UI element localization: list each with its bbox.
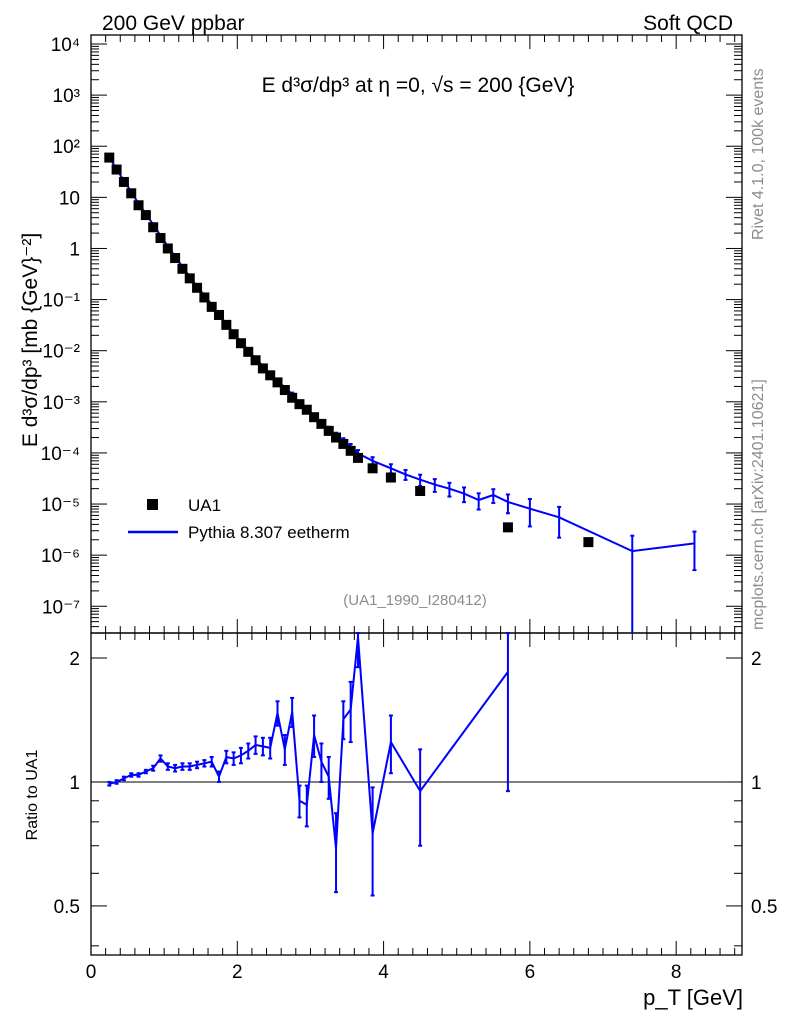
ratio-tick-label: 1 [69,773,80,794]
legend-ua1-marker [147,499,158,510]
ua1-data-point [177,263,188,274]
x-axis-label: p_T [GeV] [643,985,743,1010]
ua1-data-point [583,537,594,548]
ua1-data-point [104,152,115,163]
ratio-tick-label: 2 [69,649,80,670]
ratio-tick-label-right: 2 [751,649,762,670]
ratio-plot-frame [90,632,743,956]
ua1-data-point [301,404,312,415]
pythia-mc-line [108,157,695,553]
y-tick-label: 10⁻⁷ [42,597,80,618]
y-axis-label: E d³σ/dp³ [mb {GeV}⁻²] [19,233,42,447]
y-tick-label: 10⁻⁵ [41,495,80,516]
ua1-data-point [155,233,166,244]
ua1-data-point [206,301,217,312]
ratio-tick-label-right: 0.5 [751,897,777,918]
ua1-data-point [309,412,320,423]
y-tick-label: 10⁴ [51,35,80,56]
ua1-data-point [228,329,239,340]
main-plot-frame [90,34,743,634]
y-tick-label: 10⁻³ [43,393,81,414]
mcplots-source-label: mcplots.cern.ch [arXiv:2401.10621] [750,379,767,630]
ua1-data-point [235,338,246,349]
ua1-data-point [214,309,225,320]
x-tick-label: 4 [378,962,389,983]
ua1-data-point [294,399,305,410]
ua1-data-point [385,472,396,483]
y-tick-label: 10⁻⁴ [41,444,80,465]
rivet-version-label: Rivet 4.1.0, 100k events [750,68,767,240]
ua1-data-point [133,200,144,211]
header-left-label: 200 GeV ppbar [102,12,244,35]
ua1-data-point [162,243,173,254]
ua1-data-point [184,273,195,284]
ua1-data-point [338,438,349,449]
legend-pythia-label: Pythia 8.307 eetherm [188,523,350,542]
ua1-data-point [118,176,129,187]
x-tick-label: 0 [86,962,97,983]
ua1-data-point [287,392,298,403]
x-tick-label: 8 [671,962,682,983]
ua1-data-point [323,425,334,436]
ua1-data-point [279,385,290,396]
legend: UA1 Pythia 8.307 eetherm [128,496,350,542]
ua1-data-point [111,164,122,175]
ua1-data-point [367,463,378,474]
y-tick-label: 10 [59,188,80,209]
ua1-data-point [199,292,210,303]
ua1-data-point [345,445,356,456]
ua1-data-point [250,355,261,366]
ua1-data-point [415,485,426,496]
ua1-data-point [221,319,232,330]
ua1-data-point [140,210,151,221]
ua1-data-point [352,452,363,463]
y-tick-label: 1 [69,239,80,260]
y-tick-label: 10³ [53,86,80,107]
ua1-data-point [502,522,513,533]
ua1-data-point [243,346,254,357]
ua1-data-point [192,282,203,293]
ratio-tick-label-right: 1 [751,773,762,794]
ua1-data-point [257,363,268,374]
ua1-data-point [148,222,159,233]
ratio-line [109,636,509,849]
y-tick-label: 10⁻⁶ [41,546,80,567]
chart-title: E d³σ/dp³ at η =0, √s = 200 {GeV} [262,74,575,97]
legend-ua1-label: UA1 [188,496,221,515]
analysis-tag: (UA1_1990_I280412) [343,592,486,609]
y-tick-label: 10⁻² [43,342,81,363]
ua1-data-point [265,370,276,381]
ratio-tick-label: 0.5 [54,897,80,918]
x-tick-label: 6 [525,962,536,983]
ua1-data-point [316,418,327,429]
header-right-label: Soft QCD [643,12,733,35]
ua1-data-point [126,188,137,199]
y-tick-label: 10⁻¹ [43,291,81,312]
ua1-data-point [331,432,342,443]
y-tick-label: 10² [53,137,80,158]
ua1-data-point [170,253,181,264]
x-tick-label: 2 [232,962,243,983]
ua1-data-point [272,377,283,388]
ratio-y-axis-label: Ratio to UA1 [24,750,41,841]
